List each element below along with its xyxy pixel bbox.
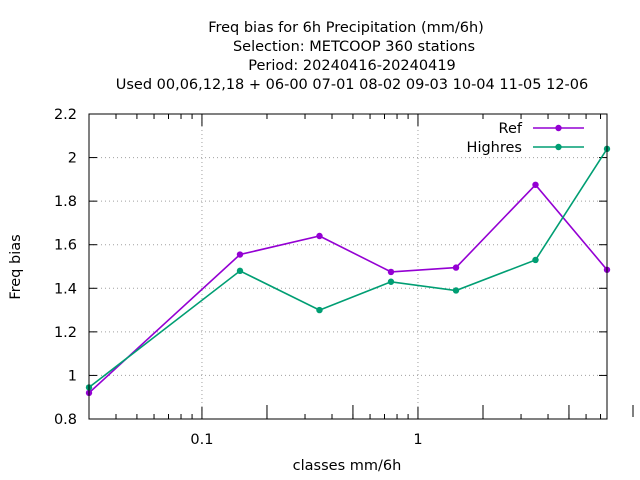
title-line-2: Selection: METCOOP 360 stations xyxy=(233,39,475,55)
plot-series xyxy=(85,145,611,397)
data-point-highres xyxy=(316,306,323,314)
legend: Ref Highres xyxy=(467,121,584,156)
title-line-3: Period: 20240416-20240419 xyxy=(248,58,456,74)
data-point-highres xyxy=(236,267,244,275)
plot-frame xyxy=(88,113,608,420)
data-point-highres xyxy=(532,256,539,264)
grid xyxy=(89,114,607,419)
chart-title: Freq bias for 6h Precipitation (mm/6h) S… xyxy=(116,20,589,93)
legend-marker-highres xyxy=(555,143,562,151)
title-line-4: Used 00,06,12,18 + 06-00 07-01 08-02 09-… xyxy=(116,77,589,93)
y-tick-label-0.8: 0.8 xyxy=(54,412,77,428)
data-point-ref xyxy=(452,264,460,271)
data-point-ref xyxy=(532,181,539,189)
y-tick-label-1.8: 1.8 xyxy=(54,194,77,210)
y-tick-label-1.2: 1.2 xyxy=(54,325,77,341)
data-point-highres xyxy=(452,287,460,294)
legend-marker-ref xyxy=(555,124,562,132)
series-line-ref xyxy=(88,183,608,394)
y-tick-label-1.6: 1.6 xyxy=(54,238,77,254)
y-tick-label-1.4: 1.4 xyxy=(54,281,77,297)
title-line-1: Freq bias for 6h Precipitation (mm/6h) xyxy=(208,20,484,36)
data-point-ref xyxy=(387,268,395,276)
data-point-ref xyxy=(316,232,323,240)
legend-label-ref: Ref xyxy=(499,121,523,137)
x-axis-label: classes mm/6h xyxy=(293,458,402,474)
y-axis-label: Freq bias xyxy=(8,234,24,299)
legend-label-highres: Highres xyxy=(467,140,522,156)
data-point-ref xyxy=(236,251,244,258)
x-tick-label-0.1: 0.1 xyxy=(190,432,213,448)
x-tick-label-1: 1 xyxy=(413,432,422,448)
series-line-highres xyxy=(88,148,608,389)
y-tick-label-2.2: 2.2 xyxy=(54,107,77,123)
axis-ticks: 0.8 1 1.2 1.4 1.6 1.8 2 2.2 0.1 1 xyxy=(54,107,634,448)
data-point-highres xyxy=(387,278,395,285)
y-tick-label-2: 2 xyxy=(68,151,77,167)
y-tick-label-1: 1 xyxy=(68,368,77,384)
